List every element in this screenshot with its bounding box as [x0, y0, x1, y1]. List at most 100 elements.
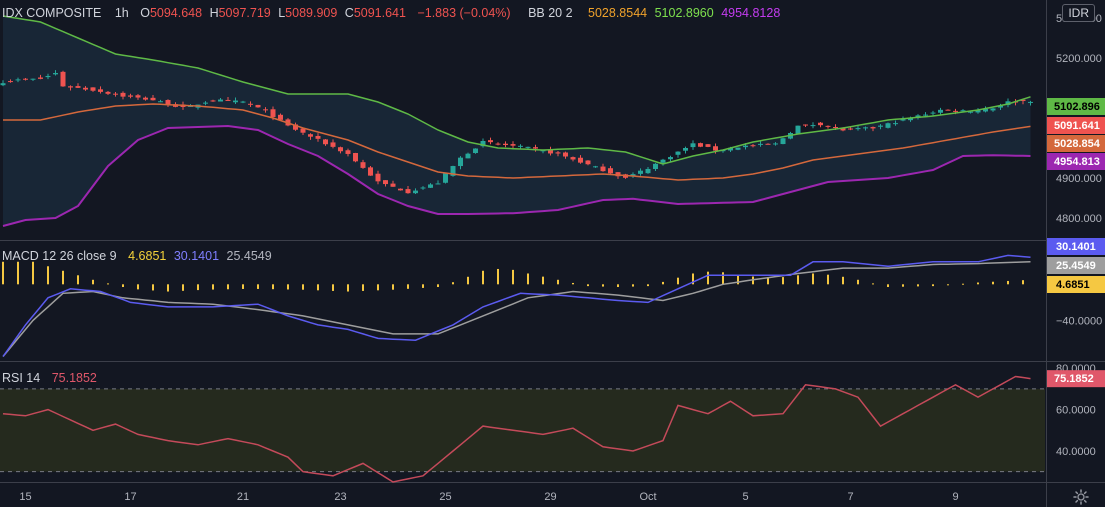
interval-label[interactable]: 1h	[114, 6, 129, 20]
candle-body	[743, 145, 748, 148]
candle-body	[128, 95, 133, 97]
price-tag-label: 4954.813	[1054, 156, 1100, 168]
macd-histogram-bar	[557, 279, 559, 285]
macd-indicator-label[interactable]: MACD 12 26 close 9	[2, 249, 117, 263]
candle	[135, 93, 141, 100]
macd-histogram-bar	[647, 284, 649, 287]
candle-body	[705, 144, 711, 147]
candle-body	[435, 183, 441, 185]
candle	[593, 165, 598, 168]
macd-histogram-bar	[947, 284, 949, 286]
gear-icon[interactable]	[1073, 489, 1089, 505]
candle-body	[938, 109, 943, 113]
rsi-tag-label: 75.1852	[1054, 373, 1094, 385]
candle	[668, 155, 673, 162]
time-axis-tick: 21	[237, 491, 249, 503]
candle	[330, 139, 336, 149]
candle-body	[510, 144, 516, 146]
candle-body	[878, 125, 883, 127]
macd-histogram-bar	[902, 284, 904, 287]
candle	[390, 180, 396, 187]
candle-body	[225, 99, 231, 101]
candle	[488, 137, 493, 145]
candle	[990, 107, 996, 112]
macd-histogram-bar	[77, 275, 79, 285]
candle-body	[473, 148, 478, 154]
macd-histogram-bar	[317, 284, 319, 291]
candle-body	[308, 134, 313, 137]
candle-body	[953, 110, 958, 112]
bb-indicator-label[interactable]: BB 20 2	[528, 6, 573, 20]
candle	[53, 70, 58, 76]
close-key: C	[344, 6, 354, 20]
currency-button[interactable]: IDR	[1062, 4, 1095, 22]
candle	[578, 155, 583, 164]
candle	[473, 148, 478, 154]
candle-body	[8, 81, 13, 83]
rsi-axis-tick: 60.0000	[1056, 405, 1096, 417]
candle-body	[390, 183, 396, 187]
candle	[945, 109, 951, 111]
candle-body	[368, 167, 373, 176]
candle	[923, 112, 928, 117]
candle-body	[113, 93, 118, 95]
candle-body	[263, 109, 268, 111]
candle	[675, 151, 681, 158]
macd-histogram-bar	[422, 284, 424, 288]
candle-body	[218, 99, 223, 102]
candle	[600, 163, 606, 172]
symbol-name[interactable]: IDX COMPOSITE	[2, 6, 102, 20]
macd-histogram-bar	[962, 283, 964, 285]
bb-lower-value: 4954.8128	[721, 6, 781, 20]
macd-histogram-bar	[827, 274, 829, 285]
macd-histogram-bar	[632, 284, 634, 287]
candle-body	[158, 101, 163, 103]
macd-line	[2, 254, 1031, 357]
candle-body	[98, 89, 103, 92]
candle-body	[293, 124, 298, 130]
candle-body	[863, 127, 868, 129]
candle-body	[278, 114, 283, 120]
time-axis-tick: Oct	[639, 491, 656, 503]
candle-body	[923, 114, 928, 116]
candle-body	[668, 157, 673, 160]
candle-body	[383, 180, 388, 185]
macd-axis-tick: −40.0000	[1056, 315, 1102, 327]
candle	[630, 172, 636, 179]
macd-signal-value: 25.4549	[226, 249, 272, 263]
price-tag-label: 5028.854	[1054, 138, 1101, 150]
rsi-line	[2, 375, 1031, 483]
macd-histogram-bar	[482, 270, 484, 285]
macd-histogram-bar	[767, 277, 769, 285]
candle	[15, 77, 21, 83]
macd-histogram-bar	[47, 266, 49, 285]
candle	[570, 156, 576, 162]
candle	[338, 146, 343, 154]
macd-histogram-bar	[257, 284, 259, 289]
candle-body	[855, 128, 861, 130]
candle-body	[608, 168, 613, 174]
macd-histogram-bar	[542, 276, 544, 285]
candle-body	[315, 135, 321, 139]
candle	[773, 142, 778, 146]
candle-body	[698, 143, 703, 147]
candle-body	[60, 71, 66, 87]
macd-legend: MACD 12 26 close 9 4.6851 30.1401 25.454…	[2, 248, 276, 264]
candle-body	[240, 101, 246, 103]
candle	[870, 126, 876, 132]
rsi-legend: RSI 14 75.1852	[2, 370, 101, 386]
candle-body	[885, 123, 891, 128]
candle	[233, 97, 238, 105]
rsi-indicator-label[interactable]: RSI 14	[2, 371, 41, 385]
candle	[23, 77, 28, 81]
candle-body	[548, 149, 553, 154]
candle-body	[90, 87, 96, 91]
candle-body	[600, 166, 606, 172]
candle-body	[330, 142, 336, 147]
macd-line-value: 30.1401	[173, 249, 220, 263]
candle	[735, 147, 741, 151]
candle	[345, 148, 351, 157]
candle-body	[803, 124, 808, 126]
candle-body	[638, 170, 643, 174]
